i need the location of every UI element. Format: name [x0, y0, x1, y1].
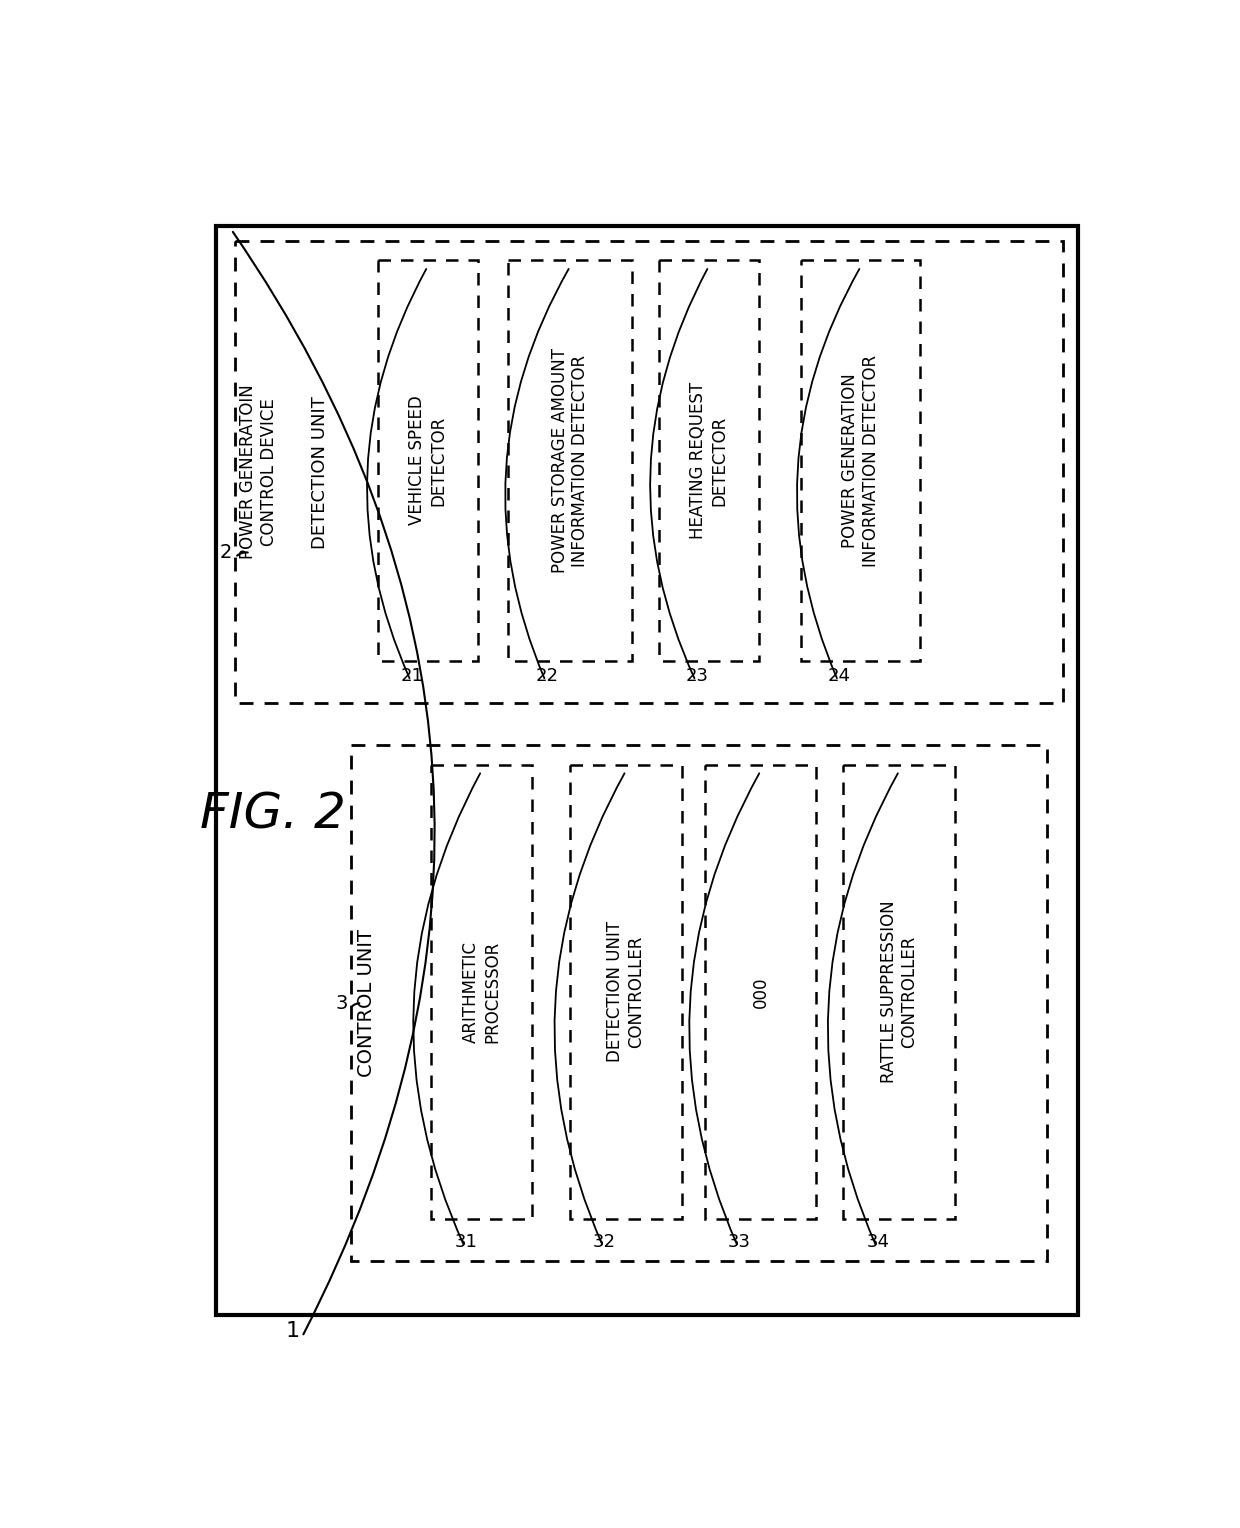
- Text: 32: 32: [593, 1233, 616, 1251]
- Text: CONTROL UNIT: CONTROL UNIT: [357, 929, 376, 1077]
- FancyArrowPatch shape: [237, 553, 248, 556]
- Text: RATTLE SUPPRESSION
CONTROLLER: RATTLE SUPPRESSION CONTROLLER: [880, 900, 919, 1083]
- FancyArrowPatch shape: [505, 269, 569, 678]
- Bar: [351, 746, 1048, 1261]
- Text: 22: 22: [536, 668, 558, 685]
- FancyArrowPatch shape: [554, 773, 625, 1244]
- Bar: [508, 260, 631, 660]
- Text: 24: 24: [828, 668, 851, 685]
- Text: DETECTION UNIT: DETECTION UNIT: [311, 396, 329, 549]
- Text: 33: 33: [728, 1233, 751, 1251]
- Text: HEATING REQUEST
DETECTOR: HEATING REQUEST DETECTOR: [689, 382, 728, 539]
- FancyArrowPatch shape: [413, 773, 480, 1244]
- Text: 31: 31: [455, 1233, 477, 1251]
- Bar: [236, 241, 1063, 703]
- Bar: [570, 764, 682, 1219]
- Text: DETECTION UNIT
CONTROLLER: DETECTION UNIT CONTROLLER: [606, 921, 645, 1062]
- Text: VEHICLE SPEED
DETECTOR: VEHICLE SPEED DETECTOR: [408, 396, 446, 526]
- Text: FIG. 2: FIG. 2: [201, 792, 346, 839]
- Bar: [843, 764, 955, 1219]
- FancyArrowPatch shape: [352, 1004, 360, 1005]
- Text: POWER GENERATION
INFORMATION DETECTOR: POWER GENERATION INFORMATION DETECTOR: [841, 354, 880, 567]
- Text: 21: 21: [401, 668, 424, 685]
- Text: 2: 2: [219, 544, 232, 562]
- Text: POWER GENERATOIN
CONTROL DEVICE: POWER GENERATOIN CONTROL DEVICE: [239, 385, 278, 559]
- Text: ARITHMETIC
PROCESSOR: ARITHMETIC PROCESSOR: [463, 941, 501, 1044]
- Text: 34: 34: [867, 1233, 889, 1251]
- Text: 23: 23: [686, 668, 708, 685]
- FancyArrowPatch shape: [689, 773, 759, 1244]
- FancyArrowPatch shape: [367, 269, 427, 678]
- Text: 000: 000: [751, 976, 770, 1007]
- Text: 3: 3: [335, 993, 347, 1013]
- Bar: [704, 764, 816, 1219]
- FancyArrowPatch shape: [797, 269, 859, 678]
- Text: POWER STORAGE AMOUNT
INFORMATION DETECTOR: POWER STORAGE AMOUNT INFORMATION DETECTO…: [551, 348, 589, 573]
- FancyArrowPatch shape: [233, 232, 435, 1334]
- Text: 1: 1: [285, 1320, 300, 1340]
- FancyArrowPatch shape: [650, 269, 707, 678]
- Bar: [377, 260, 477, 660]
- FancyArrowPatch shape: [828, 773, 898, 1244]
- Bar: [801, 260, 920, 660]
- Bar: [432, 764, 532, 1219]
- Bar: [658, 260, 759, 660]
